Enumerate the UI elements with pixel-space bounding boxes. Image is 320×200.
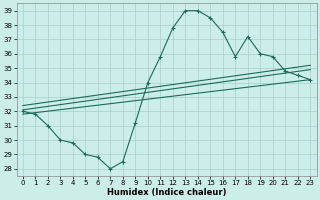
X-axis label: Humidex (Indice chaleur): Humidex (Indice chaleur) [107,188,226,197]
